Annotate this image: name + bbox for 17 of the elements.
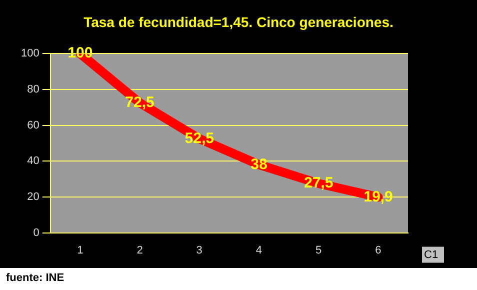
x-tick-label: 5	[316, 244, 322, 256]
x-tick-label: 3	[196, 244, 202, 256]
data-label: 38	[250, 156, 268, 173]
data-label: 100	[68, 44, 93, 62]
y-tick-label: 80	[27, 83, 40, 96]
source-note: fuente: INE	[6, 272, 64, 284]
y-tick-label: 0	[33, 226, 40, 239]
text: C1	[424, 248, 438, 261]
x-tick-label: 4	[256, 244, 262, 256]
y-tick-label: 40	[27, 155, 40, 168]
chart-title: Tasa de fecundidad=1,45. Cinco generaciones.	[82, 13, 394, 32]
y-tick-label: 60	[27, 119, 40, 132]
y-tick-label: 100	[20, 48, 40, 60]
x-tick-label: 2	[136, 244, 143, 256]
x-tick-label: 1	[77, 244, 84, 256]
y-tick-label: 20	[27, 190, 40, 203]
x-tick-label: 6	[375, 244, 382, 256]
